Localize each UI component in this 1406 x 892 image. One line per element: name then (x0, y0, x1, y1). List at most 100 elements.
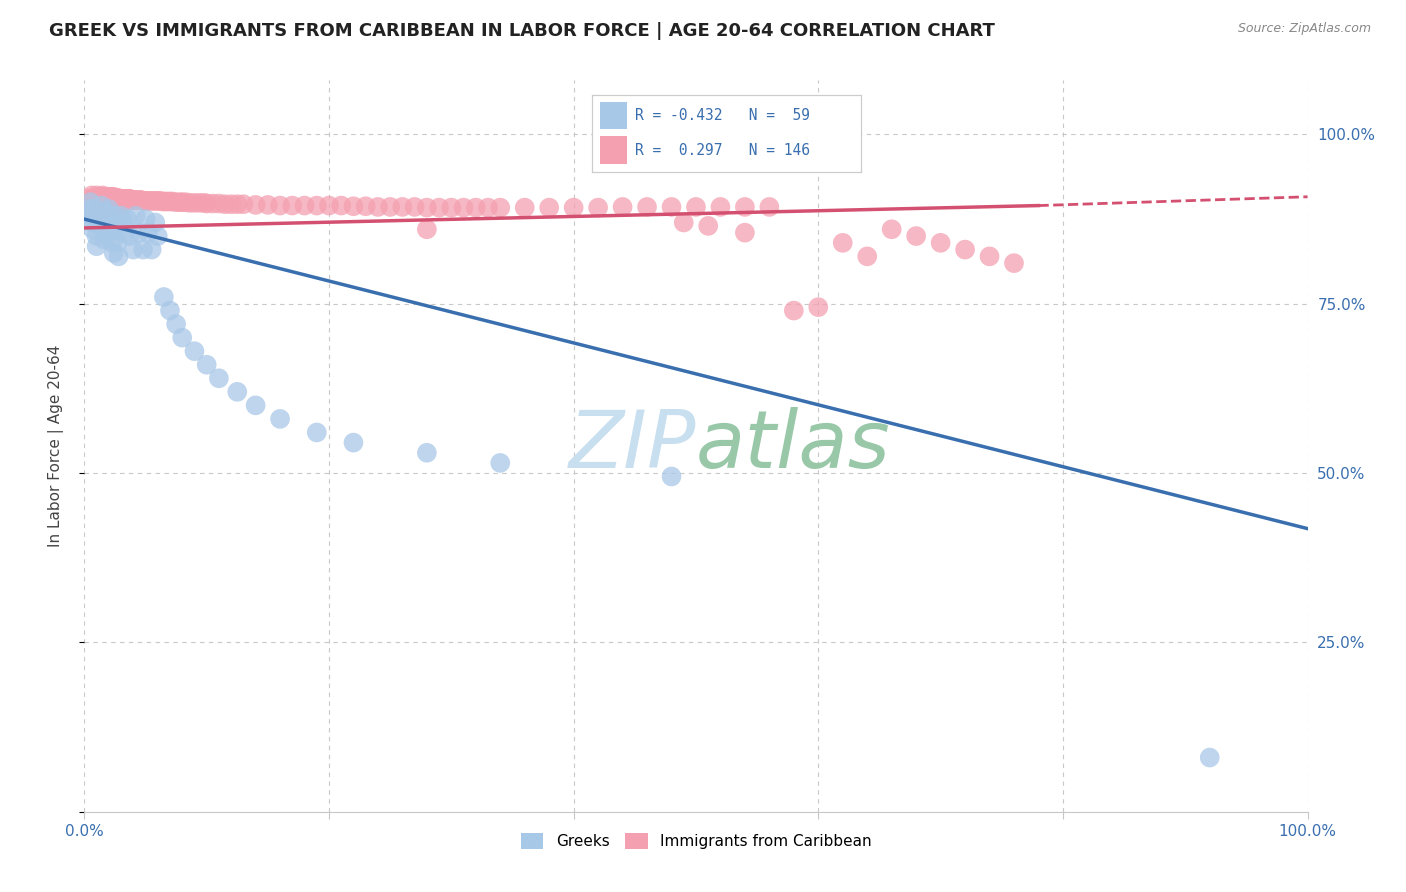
Point (97, 197, 120, 211)
Point (193, 195, 215, 210)
Point (114, 226, 136, 240)
Point (131, 193, 153, 207)
Point (143, 215, 166, 229)
Point (87, 198, 110, 212)
Point (142, 194, 165, 208)
Point (404, 200, 426, 214)
Point (132, 243, 155, 257)
Point (440, 201, 463, 215)
Point (105, 198, 128, 212)
Point (80, 188, 103, 202)
Point (122, 193, 145, 207)
Point (416, 446, 439, 460)
Point (330, 198, 353, 212)
Point (96, 191, 118, 205)
Point (105, 235, 128, 250)
Point (195, 196, 218, 211)
Point (661, 200, 683, 214)
Point (953, 243, 976, 257)
Point (86, 195, 108, 210)
Point (257, 198, 280, 212)
Point (87, 190, 110, 204)
Point (159, 303, 181, 318)
Point (281, 198, 304, 212)
Point (115, 192, 138, 206)
Point (118, 192, 141, 206)
Point (77, 192, 100, 206)
Point (391, 200, 413, 214)
Point (427, 201, 450, 215)
Point (90, 196, 112, 211)
Point (172, 195, 194, 210)
Point (174, 195, 197, 210)
Point (143, 194, 166, 208)
Point (489, 201, 512, 215)
Point (305, 425, 328, 440)
Point (110, 198, 132, 212)
Point (103, 190, 125, 204)
Point (84, 192, 107, 206)
Point (342, 199, 364, 213)
Point (538, 201, 561, 215)
Point (165, 195, 187, 210)
Point (94, 205, 117, 219)
Point (183, 344, 205, 359)
Point (83, 205, 105, 219)
Point (453, 201, 475, 215)
Point (101, 235, 124, 250)
Point (118, 229, 141, 244)
Point (101, 198, 124, 212)
Point (105, 198, 128, 212)
Point (513, 201, 536, 215)
Point (214, 197, 236, 211)
Point (100, 222, 122, 236)
Point (146, 194, 169, 208)
Point (149, 194, 172, 208)
Point (91, 195, 114, 210)
Point (91, 209, 114, 223)
Point (97, 191, 120, 205)
Point (86, 239, 108, 253)
Point (672, 215, 695, 229)
Point (97, 190, 120, 204)
Point (93, 232, 115, 246)
Point (318, 198, 340, 212)
Point (91, 188, 114, 202)
Point (79, 209, 101, 223)
Point (121, 193, 143, 207)
Point (831, 235, 853, 250)
Text: GREEK VS IMMIGRANTS FROM CARIBBEAN IN LABOR FORCE | AGE 20-64 CORRELATION CHART: GREEK VS IMMIGRANTS FROM CARIBBEAN IN LA… (49, 22, 995, 40)
Point (342, 435, 364, 450)
Point (416, 222, 439, 236)
Point (380, 200, 402, 214)
Point (98, 212, 121, 227)
Point (183, 195, 205, 210)
Point (87, 205, 110, 219)
Point (91, 222, 114, 236)
Point (86, 229, 108, 244)
Point (82, 202, 104, 216)
Point (929, 235, 952, 250)
Point (294, 198, 316, 212)
Point (86, 203, 108, 218)
Legend: Greeks, Immigrants from Caribbean: Greeks, Immigrants from Caribbean (515, 827, 877, 855)
Point (153, 194, 176, 209)
Point (87, 212, 110, 227)
Point (188, 195, 211, 210)
Point (152, 194, 174, 209)
Point (101, 191, 124, 205)
Point (354, 199, 377, 213)
Text: Source: ZipAtlas.com: Source: ZipAtlas.com (1237, 22, 1371, 36)
Point (1002, 256, 1025, 270)
Point (697, 219, 720, 233)
Point (127, 193, 149, 207)
Point (103, 197, 125, 211)
Point (464, 201, 486, 215)
Point (87, 192, 110, 206)
Point (107, 191, 129, 205)
Point (125, 193, 148, 207)
Y-axis label: In Labor Force | Age 20-64: In Labor Force | Age 20-64 (48, 345, 63, 547)
Point (103, 246, 125, 260)
Point (86, 188, 108, 202)
Point (79, 202, 101, 216)
